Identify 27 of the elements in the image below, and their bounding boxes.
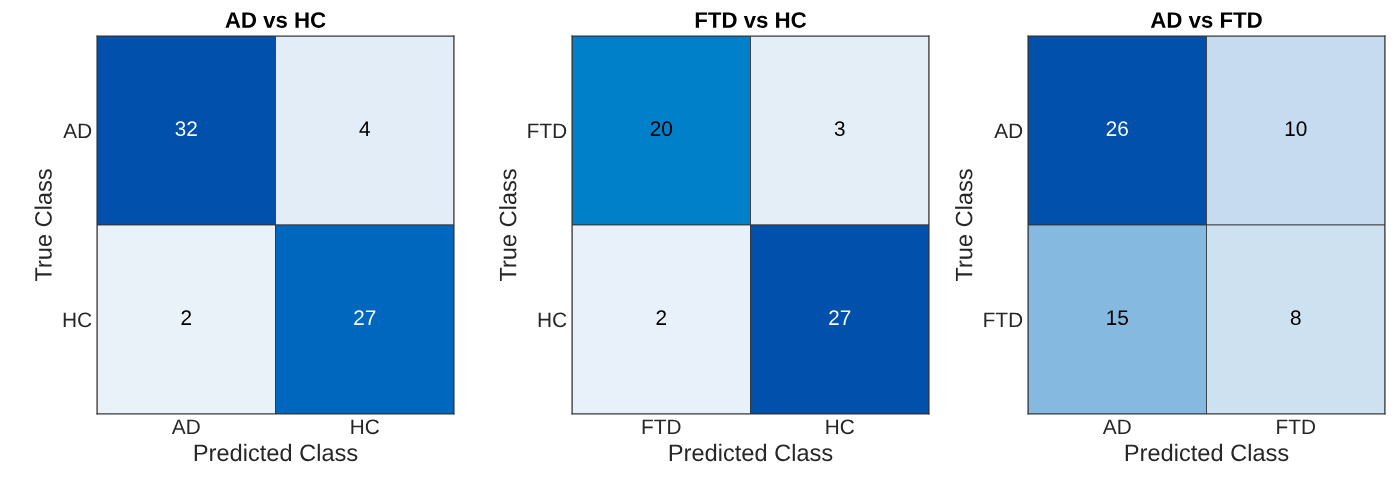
x-tick-label: AD <box>171 419 200 434</box>
data-label: 8 <box>1290 310 1301 326</box>
x-tick-label: HC <box>826 419 854 435</box>
x-axis-title: Predicted Class <box>194 443 358 462</box>
data-label: 32 <box>175 121 197 137</box>
data-label: 15 <box>1107 310 1128 326</box>
data-label: 10 <box>1285 121 1307 137</box>
data-label: 27 <box>829 310 851 325</box>
x-tick-label: AD <box>1102 419 1131 434</box>
y-axis-title: True Class <box>34 169 52 282</box>
data-label: 27 <box>354 310 376 325</box>
chart-title: AD vs FTD <box>1150 12 1262 28</box>
y-axis-title: True Class <box>499 169 517 282</box>
y-axis-title: True Class <box>955 169 973 282</box>
x-tick-label: HC <box>351 419 379 435</box>
data-label: 26 <box>1106 121 1128 137</box>
chart-title: AD vs HC <box>225 12 326 28</box>
x-axis-title: Predicted Class <box>1125 443 1289 462</box>
x-tick-label: FTD <box>1277 419 1315 434</box>
data-label: 2 <box>656 310 666 325</box>
chart-title: FTD vs HC <box>695 12 807 28</box>
data-label: 2 <box>181 310 191 325</box>
data-label: 4 <box>359 121 370 136</box>
data-label: 20 <box>650 121 673 137</box>
x-tick-label: FTD <box>642 419 681 434</box>
data-label: 3 <box>834 121 845 137</box>
x-axis-title: Predicted Class <box>669 443 833 462</box>
